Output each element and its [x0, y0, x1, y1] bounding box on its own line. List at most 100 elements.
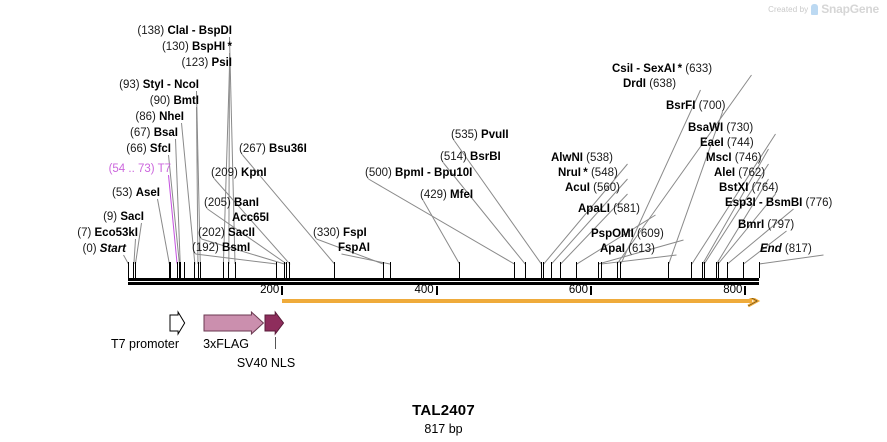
- enzyme-name: Bsu36I: [269, 143, 307, 155]
- enzyme-label-asei[interactable]: (53) AseI: [112, 187, 160, 199]
- enzyme-label-eaei[interactable]: EaeI (744): [700, 137, 754, 149]
- enzyme-position: (817): [781, 243, 812, 255]
- enzyme-position: (267): [239, 143, 270, 155]
- enzyme-label-acui[interactable]: AcuI (560): [565, 182, 620, 194]
- enzyme-name: PsiI: [211, 57, 232, 69]
- orf-bar[interactable]: [282, 294, 768, 315]
- cut-site-tick: [128, 262, 129, 278]
- enzyme-name: BsrBI: [470, 151, 501, 163]
- enzyme-label-fspi[interactable]: (330) FspI: [313, 227, 367, 239]
- enzyme-position: (633): [682, 63, 713, 75]
- enzyme-name: MfeI: [450, 189, 474, 201]
- cut-site-tick: [197, 262, 199, 278]
- enzyme-label-nrui[interactable]: NruI * (548): [558, 167, 618, 179]
- enzyme-label-bsrfi[interactable]: BsrFI (700): [666, 100, 725, 112]
- enzyme-label-start[interactable]: (0) Start: [83, 243, 126, 255]
- enzyme-position: (613): [624, 243, 655, 255]
- enzyme-label-pvuii[interactable]: (535) PvuII: [451, 129, 509, 141]
- enzyme-label-styi-ncoi[interactable]: (93) StyI - NcoI: [119, 79, 199, 91]
- cut-site-tick: [717, 262, 719, 278]
- cut-site-tick: [543, 262, 545, 278]
- enzyme-name: PvuII: [481, 129, 509, 141]
- cut-site-tick: [513, 262, 515, 278]
- enzyme-label-alei[interactable]: AleI (762): [714, 167, 765, 179]
- enzyme-label-bmti[interactable]: (90) BmtI: [150, 95, 199, 107]
- enzyme-position: (209): [211, 167, 242, 179]
- enzyme-label-sfci[interactable]: (66) SfcI: [126, 143, 171, 155]
- enzyme-name: FspI: [343, 227, 367, 239]
- enzyme-label-apali[interactable]: ApaLI (581): [578, 203, 640, 215]
- enzyme-label-bmri[interactable]: BmrI (797): [738, 219, 794, 231]
- enzyme-label-bani[interactable]: (205) BanI: [204, 197, 259, 209]
- enzyme-position: (0): [82, 243, 100, 255]
- enzyme-name: ClaI - BspDI: [167, 25, 232, 37]
- cut-site-tick: [691, 262, 693, 278]
- enzyme-name: StyI - NcoI: [142, 79, 199, 91]
- enzyme-label-msci[interactable]: MscI (746): [706, 152, 762, 164]
- enzyme-label-pspomi[interactable]: PspOMI (609): [591, 228, 664, 240]
- snapgene-credit: Created by SnapGene: [768, 2, 879, 16]
- leader-line: [157, 198, 170, 265]
- enzyme-label-bstxi[interactable]: BstXI (764): [719, 182, 778, 194]
- enzyme-label-eco53ki[interactable]: (7) Eco53kI: [77, 227, 138, 239]
- snapgene-brand-text: SnapGene: [821, 2, 879, 16]
- enzyme-label-bpmi[interactable]: (500) BpmI - Bpu10I: [365, 167, 472, 179]
- enzyme-name: BanI: [234, 197, 259, 209]
- enzyme-label-bsu36i[interactable]: (267) Bsu36I: [239, 143, 307, 155]
- leader-line: [423, 200, 461, 265]
- enzyme-position: (205): [204, 197, 235, 209]
- enzyme-name: SacII: [228, 227, 255, 239]
- enzyme-label-psii[interactable]: (123) PsiI: [181, 57, 232, 69]
- enzyme-label-bsmi[interactable]: (192) BsmI: [192, 242, 250, 254]
- enzyme-label-mfei[interactable]: (429) MfeI: [420, 189, 473, 201]
- sequence-backbone-bottom: [128, 282, 759, 285]
- enzyme-position: (700): [695, 100, 726, 112]
- enzyme-label-apai[interactable]: ApaI (613): [600, 243, 655, 255]
- enzyme-position: (130): [161, 41, 192, 53]
- leader-line: [195, 253, 277, 265]
- enzyme-position: (730): [723, 122, 754, 134]
- enzyme-label-end[interactable]: End (817): [760, 243, 812, 255]
- enzyme-label-fspai[interactable]: FspAI: [338, 242, 370, 254]
- cut-site-tick: [228, 262, 230, 278]
- enzyme-label-saci[interactable]: (9) SacI: [103, 211, 144, 223]
- enzyme-label-clai-bspdi[interactable]: (138) ClaI - BspDI: [137, 25, 232, 37]
- enzyme-label-alwni[interactable]: AlwNI (538): [551, 152, 613, 164]
- enzyme-position: (7): [77, 227, 95, 239]
- enzyme-position: (762): [735, 167, 766, 179]
- enzyme-position: (500): [365, 167, 396, 179]
- enzyme-name: CsiI - SexAI *: [612, 63, 683, 75]
- enzyme-label-nhei[interactable]: (86) NheI: [135, 111, 184, 123]
- cut-site-tick: [178, 262, 180, 278]
- cut-site-tick: [382, 262, 384, 278]
- enzyme-name: BsaI: [153, 127, 178, 139]
- cut-site-tick: [524, 262, 526, 278]
- enzyme-label-kpni[interactable]: (209) KpnI: [211, 167, 267, 179]
- enzyme-label-sacii[interactable]: (202) SacII: [198, 227, 255, 239]
- cut-site-tick: [194, 262, 196, 278]
- enzyme-position: (548): [587, 167, 618, 179]
- feature-3xflag[interactable]: [203, 310, 265, 336]
- enzyme-label-t7[interactable]: (54 .. 73) T7: [109, 163, 171, 175]
- feature-t7-promoter[interactable]: [169, 310, 187, 336]
- cut-site-tick: [286, 262, 288, 278]
- enzyme-label-drdi[interactable]: DrdI (638): [623, 78, 676, 90]
- cut-site-tick: [550, 262, 552, 278]
- cut-site-tick: [289, 262, 291, 278]
- enzyme-label-csii[interactable]: CsiI - SexAI * (633): [612, 63, 712, 75]
- enzyme-label-bsphi[interactable]: (130) BspHI *: [162, 41, 232, 53]
- enzyme-label-esp3i[interactable]: Esp3I - BsmBI (776): [725, 197, 832, 209]
- feature-sv40-nls[interactable]: [264, 310, 286, 336]
- cut-site-tick: [169, 262, 171, 278]
- enzyme-name: KpnI: [241, 167, 267, 179]
- enzyme-position: (746): [731, 152, 762, 164]
- enzyme-name: BsaWI: [688, 122, 724, 134]
- enzyme-name: FspAI: [338, 242, 370, 254]
- enzyme-label-bsai[interactable]: (67) BsaI: [130, 127, 178, 139]
- leader-line: [758, 254, 824, 265]
- enzyme-label-bsawi[interactable]: BsaWI (730): [688, 122, 753, 134]
- ruler-tick: [281, 286, 284, 295]
- enzyme-label-bsrbi[interactable]: (514) BsrBI: [440, 151, 501, 163]
- feature-connector-sv40-nls: [274, 337, 276, 349]
- enzyme-label-acc65i[interactable]: Acc65I: [232, 212, 269, 224]
